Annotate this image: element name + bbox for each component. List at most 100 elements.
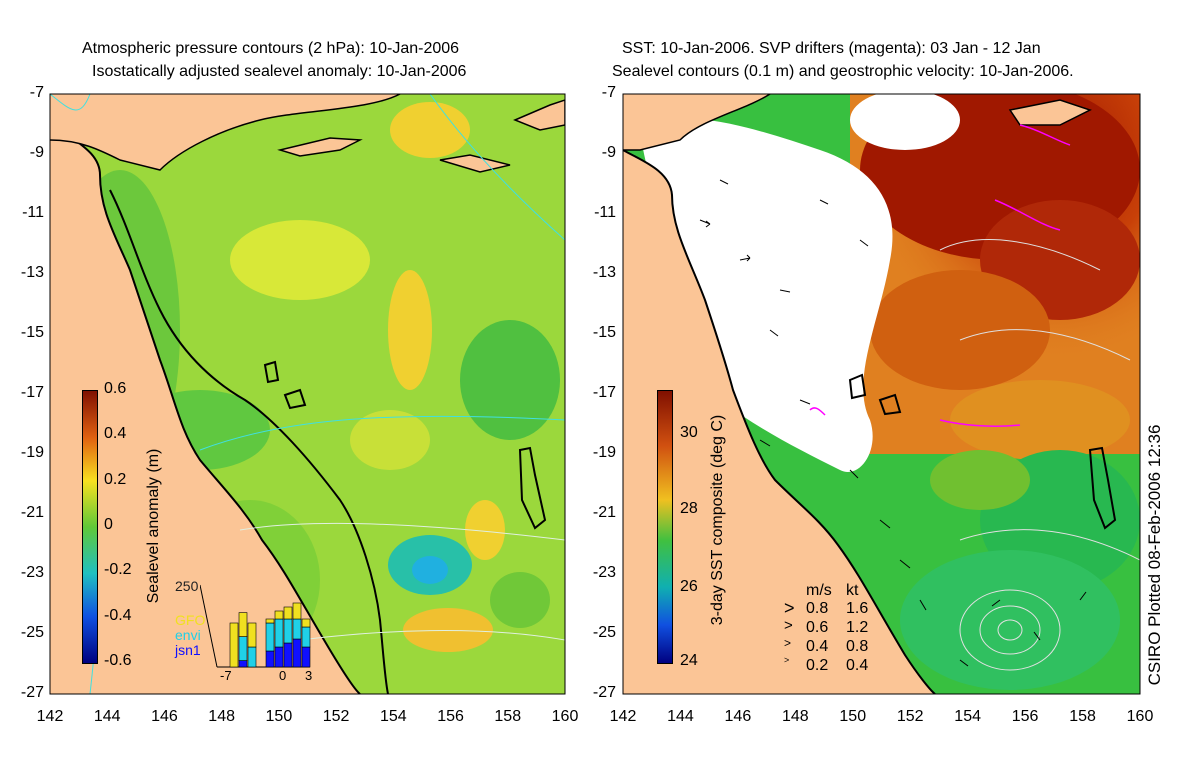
sealevel-colorbar bbox=[82, 390, 98, 664]
sealevel-colorbar-tick: 0.6 bbox=[104, 380, 127, 397]
inset-x-tick-right: 3 bbox=[305, 668, 313, 683]
velocity-legend-ms: 0.8 bbox=[806, 600, 829, 617]
velocity-legend-arrow-icon: > bbox=[784, 617, 793, 634]
inset-bar-segment bbox=[283, 618, 293, 644]
inset-x-tick-left: -7 bbox=[220, 668, 232, 683]
velocity-legend-ms: 0.6 bbox=[806, 619, 829, 636]
left-x-tick: 158 bbox=[494, 708, 522, 725]
right-y-tick: -21 bbox=[592, 504, 616, 521]
left-y-tick: -11 bbox=[22, 204, 44, 221]
velocity-legend-arrow-icon: > bbox=[784, 655, 790, 665]
right-x-tick: 150 bbox=[839, 708, 867, 725]
inset-bar-segment bbox=[301, 626, 311, 648]
inset-legend-envi: envi bbox=[175, 627, 201, 643]
inset-bar-segment bbox=[292, 638, 302, 668]
inset-bar-segment bbox=[292, 618, 302, 640]
plot-credit: CSIRO Plotted 08-Feb-2006 12:36 bbox=[1145, 424, 1164, 686]
right-x-tick: 148 bbox=[781, 708, 809, 725]
sst-colorbar bbox=[657, 390, 673, 664]
inset-bar-segment bbox=[274, 646, 284, 668]
right-y-tick: -27 bbox=[592, 684, 616, 701]
left-map-content bbox=[50, 94, 565, 694]
right-y-tick: -15 bbox=[592, 324, 616, 341]
left-title-line2: Isostatically adjusted sealevel anomaly:… bbox=[92, 63, 467, 80]
sst-tick-30: 30 bbox=[680, 424, 698, 441]
right-title-line2: Sealevel contours (0.1 m) and geostrophi… bbox=[612, 63, 1074, 80]
inset-bar-segment bbox=[238, 612, 248, 637]
inset-bar-segment bbox=[292, 602, 302, 620]
velocity-legend-kt: 0.4 bbox=[846, 657, 869, 674]
inset-bar-segment bbox=[265, 618, 275, 624]
right-y-tick: -25 bbox=[592, 624, 616, 641]
left-x-tick: 146 bbox=[151, 708, 178, 725]
inset-bar-segment bbox=[238, 660, 248, 668]
velocity-legend-ms: 0.4 bbox=[806, 638, 829, 655]
right-x-tick: 154 bbox=[954, 708, 981, 725]
velocity-legend-kt: 1.6 bbox=[846, 600, 869, 617]
sealevel-colorbar-tick: -0.2 bbox=[104, 561, 132, 579]
right-x-tick: 158 bbox=[1069, 708, 1096, 725]
velocity-legend-arrow-icon: > bbox=[784, 636, 792, 650]
left-y-tick: -27 bbox=[20, 684, 44, 701]
inset-bar-segment bbox=[238, 636, 248, 661]
velocity-legend-header-ms: m/s bbox=[806, 582, 832, 599]
right-title-line1: SST: 10-Jan-2006. SVP drifters (magenta)… bbox=[622, 40, 1041, 57]
sst-tick-24: 24 bbox=[680, 652, 698, 669]
left-x-tick: 144 bbox=[93, 708, 121, 725]
right-x-tick: 152 bbox=[896, 708, 924, 725]
inset-bar-segment bbox=[301, 618, 311, 628]
inset-y-max: 250 bbox=[175, 578, 199, 594]
right-x-tick: 144 bbox=[667, 708, 694, 725]
right-y-tick: -9 bbox=[601, 144, 616, 161]
right-y-tick: -7 bbox=[601, 84, 616, 101]
sealevel-colorbar-tick: -0.4 bbox=[104, 606, 132, 624]
inset-bar-segment bbox=[247, 646, 257, 668]
velocity-legend-kt: 1.2 bbox=[846, 619, 869, 636]
inset-bar-segment bbox=[265, 622, 275, 652]
left-x-tick: 156 bbox=[437, 708, 464, 725]
right-y-tick: -11 bbox=[594, 204, 616, 221]
inset-legend-jsn1: jsn1 bbox=[175, 642, 201, 658]
left-x-tick: 152 bbox=[322, 708, 350, 725]
sst-tick-26: 26 bbox=[680, 578, 698, 595]
sst-tick-28: 28 bbox=[680, 500, 698, 517]
left-y-tick: -19 bbox=[20, 444, 44, 461]
left-x-tick: 148 bbox=[208, 708, 235, 725]
velocity-legend-ms: 0.2 bbox=[806, 657, 829, 674]
sst-colorbar-label: 3-day SST composite (deg C) bbox=[709, 414, 726, 626]
left-y-tick: -15 bbox=[20, 324, 44, 341]
left-y-tick: -21 bbox=[20, 504, 44, 521]
left-y-tick: -25 bbox=[20, 624, 44, 641]
inset-bar-segment bbox=[274, 618, 284, 648]
right-x-tick: 146 bbox=[724, 708, 752, 725]
right-y-tick: -13 bbox=[592, 264, 616, 281]
left-x-tick: 150 bbox=[265, 708, 293, 725]
left-title-line1: Atmospheric pressure contours (2 hPa): 1… bbox=[82, 40, 460, 57]
sealevel-colorbar-tick: -0.6 bbox=[104, 652, 132, 669]
altimeter-inset bbox=[200, 584, 311, 668]
inset-bar-segment bbox=[283, 606, 293, 620]
left-x-tick: 154 bbox=[379, 708, 407, 725]
inset-bar-segment bbox=[265, 650, 275, 668]
left-x-tick: 160 bbox=[551, 708, 579, 725]
sealevel-colorbar-tick: 0.4 bbox=[104, 425, 127, 443]
right-map-content bbox=[623, 94, 1140, 694]
left-y-tick: -17 bbox=[20, 384, 44, 401]
right-y-tick: -23 bbox=[592, 564, 616, 581]
sealevel-colorbar-label: Sealevel anomaly (m) bbox=[145, 448, 162, 604]
inset-legend-gfo: GFO bbox=[175, 612, 206, 628]
right-x-tick: 142 bbox=[609, 708, 637, 725]
sealevel-colorbar-tick: 0.2 bbox=[104, 470, 127, 488]
inset-bar-segment bbox=[274, 610, 284, 620]
inset-x-tick-mid: 0 bbox=[279, 668, 287, 683]
velocity-legend-arrow-icon: > bbox=[784, 598, 795, 618]
inset-bar-segment bbox=[229, 622, 239, 668]
inset-bar-segment bbox=[283, 642, 293, 668]
left-y-tick: -23 bbox=[20, 564, 44, 581]
velocity-legend-kt: 0.8 bbox=[846, 638, 869, 655]
left-x-tick: 142 bbox=[36, 708, 64, 725]
inset-bar-segment bbox=[247, 622, 257, 648]
left-y-tick: -13 bbox=[20, 264, 44, 281]
sealevel-colorbar-tick: 0 bbox=[104, 516, 113, 533]
